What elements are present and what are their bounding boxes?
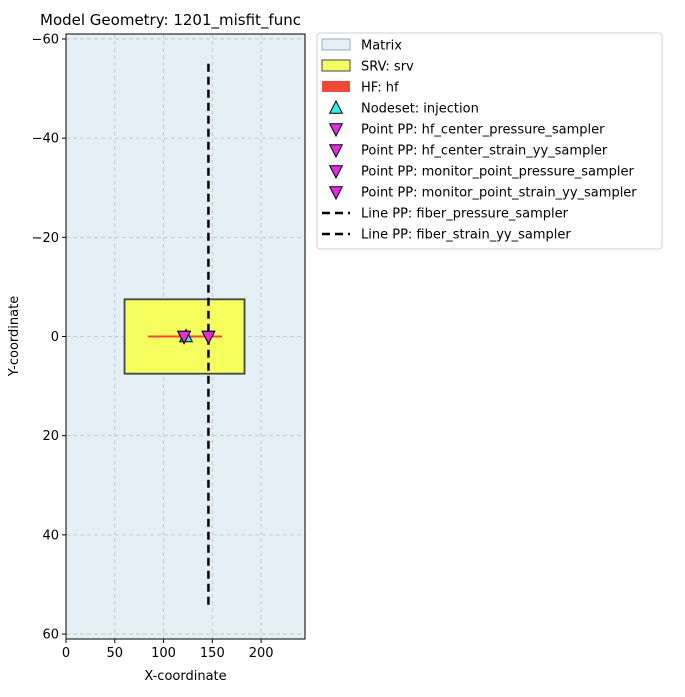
axes: 0 50 100 150 200 −60 −40 −20 0 20 40 60 <box>32 32 306 661</box>
point-pp-marker <box>201 330 216 345</box>
x-tick-label: 200 <box>249 646 274 661</box>
legend-patch <box>321 38 351 51</box>
y-tick-label: 40 <box>42 528 59 543</box>
y-tick-label: −20 <box>32 231 59 246</box>
legend-label: Point PP: monitor_point_pressure_sampler <box>361 165 635 180</box>
legend-label: Point PP: monitor_point_strain_yy_sample… <box>361 186 637 201</box>
legend-patch <box>322 81 350 92</box>
legend-marker <box>328 123 344 138</box>
y-tick-label: 20 <box>42 429 59 444</box>
legend-label: Nodeset: injection <box>361 102 479 117</box>
x-tick-label: 0 <box>62 646 70 661</box>
legend: Matrix SRV: srv HF: hf Nodeset: injection Po… <box>316 32 663 250</box>
legend-label: Line PP: fiber_pressure_sampler <box>361 207 569 222</box>
point-pp-marker <box>176 330 192 345</box>
y-tick-label: 0 <box>51 330 59 345</box>
x-axis-label: X-coordinate <box>144 669 226 684</box>
legend-label: Point PP: hf_center_pressure_sampler <box>361 123 605 138</box>
y-axis-label: Y-coordinate <box>7 296 22 377</box>
legend-label: Point PP: hf_center_strain_yy_sampler <box>361 144 608 159</box>
legend-label: Matrix <box>361 39 402 54</box>
legend-marker <box>328 165 344 180</box>
chart-title: Model Geometry: 1201_misfit_func <box>40 11 301 30</box>
y-tick-label: −60 <box>32 32 59 47</box>
legend-label: SRV: srv <box>361 60 414 75</box>
y-tick-label: 60 <box>42 628 59 643</box>
legend-box <box>316 32 663 250</box>
plot-area <box>65 34 305 639</box>
x-tick-label: 100 <box>151 646 176 661</box>
legend-patch <box>321 59 351 72</box>
x-tick-label: 150 <box>200 646 225 661</box>
legend-label: HF: hf <box>361 81 399 96</box>
legend-label: Line PP: fiber_strain_yy_sampler <box>361 228 571 243</box>
legend-marker <box>328 99 344 114</box>
x-tick-label: 50 <box>107 646 124 661</box>
y-tick-label: −40 <box>32 132 59 147</box>
legend-marker <box>328 186 344 201</box>
legend-marker <box>328 144 344 159</box>
srv-region <box>123 298 246 375</box>
